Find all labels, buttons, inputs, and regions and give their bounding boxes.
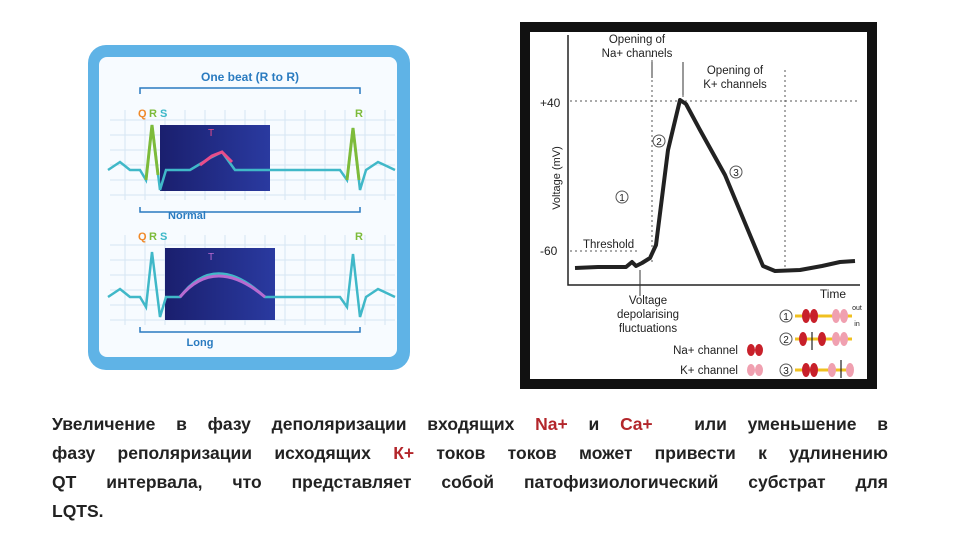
highlight: К+ [393,443,415,463]
out-label: out [852,305,862,312]
t-label: T [208,128,214,139]
phase: 3 [733,168,739,179]
next-r-label: R [355,231,363,243]
text: и [567,414,621,434]
highlight: Ca+ [620,414,653,434]
annotation: fluctuations [619,323,677,335]
na-icon [747,344,755,356]
paragraph: Увеличение в фазу деполяризации входящих… [52,410,888,526]
y-axis-label: Voltage (mV) [551,146,563,210]
figures: One beat (R to R) Q R S T R Normal Q R S… [88,22,877,389]
annotation: Voltage [629,295,667,307]
annotation: K+ channels [703,79,767,91]
y-label: -60 [540,244,558,258]
channel-rows [779,309,854,378]
row-number: 2 [783,335,789,346]
phase: 1 [619,193,625,204]
annotation: Opening of [707,65,764,77]
phase: 2 [656,137,662,148]
q-label: Q [138,108,147,120]
text: токов токов может привести к удлинению [414,443,888,463]
threshold-label: Threshold [583,239,634,251]
s-label: S [160,108,167,120]
row-number: 1 [783,312,789,323]
bracket [139,87,361,94]
t-label: T [208,252,214,263]
text-line: Увеличение в фазу деполяризации входящих… [52,410,888,439]
interval-box [165,248,275,320]
annotation: Opening of [609,34,666,46]
t-wave [178,274,266,299]
interval-box [160,125,270,191]
in-label: in [854,321,860,328]
text: фазу реполяризации исходящих [52,443,394,463]
annotation: Na+ channels [602,48,673,60]
bracket [139,207,361,213]
q-label: Q [138,231,147,243]
t-wave [199,150,234,167]
bracket [139,327,361,333]
next-r-label: R [355,108,363,120]
text: LQTS. [52,501,104,521]
r-label: R [149,108,157,120]
na-icon [755,344,763,356]
row-number: 3 [783,366,789,377]
header: One beat (R to R) [201,70,299,84]
x-axis-label: Time [820,287,847,301]
phase-markers [615,134,743,204]
r-wave [144,124,160,181]
text: или уменьшение в [652,414,889,434]
row-label: Normal [168,210,206,222]
legend-label: Na+ channel [673,345,738,357]
legend-label: K+ channel [680,365,738,377]
k-icon [747,364,755,376]
axes [567,35,860,286]
text-line: QT интервала, что представляет собой пат… [52,468,888,497]
ecg-panel: One beat (R to R) Q R S T R Normal Q R S… [88,45,410,370]
row-label: Long [187,337,214,349]
action-potential: +40 -60 Voltage (mV) Time Opening of Na+… [520,22,877,389]
k-icon [755,364,763,376]
panel-inner [530,32,867,379]
ecg-trace [107,251,396,318]
annotation: depolarising [617,309,679,321]
text: Увеличение в фазу деполяризации входящих [52,414,536,434]
s-label: S [160,231,167,243]
highlight: Na+ [535,414,568,434]
y-label: +40 [540,96,561,110]
r-label: R [149,231,157,243]
r-wave [345,127,361,181]
text: QT интервала, что представляет собой пат… [52,472,888,492]
text-line: LQTS. [52,497,888,526]
arrow [651,62,684,95]
ap-curve [574,98,856,273]
text-line: фазу реполяризации исходящих К+ токов то… [52,439,888,468]
